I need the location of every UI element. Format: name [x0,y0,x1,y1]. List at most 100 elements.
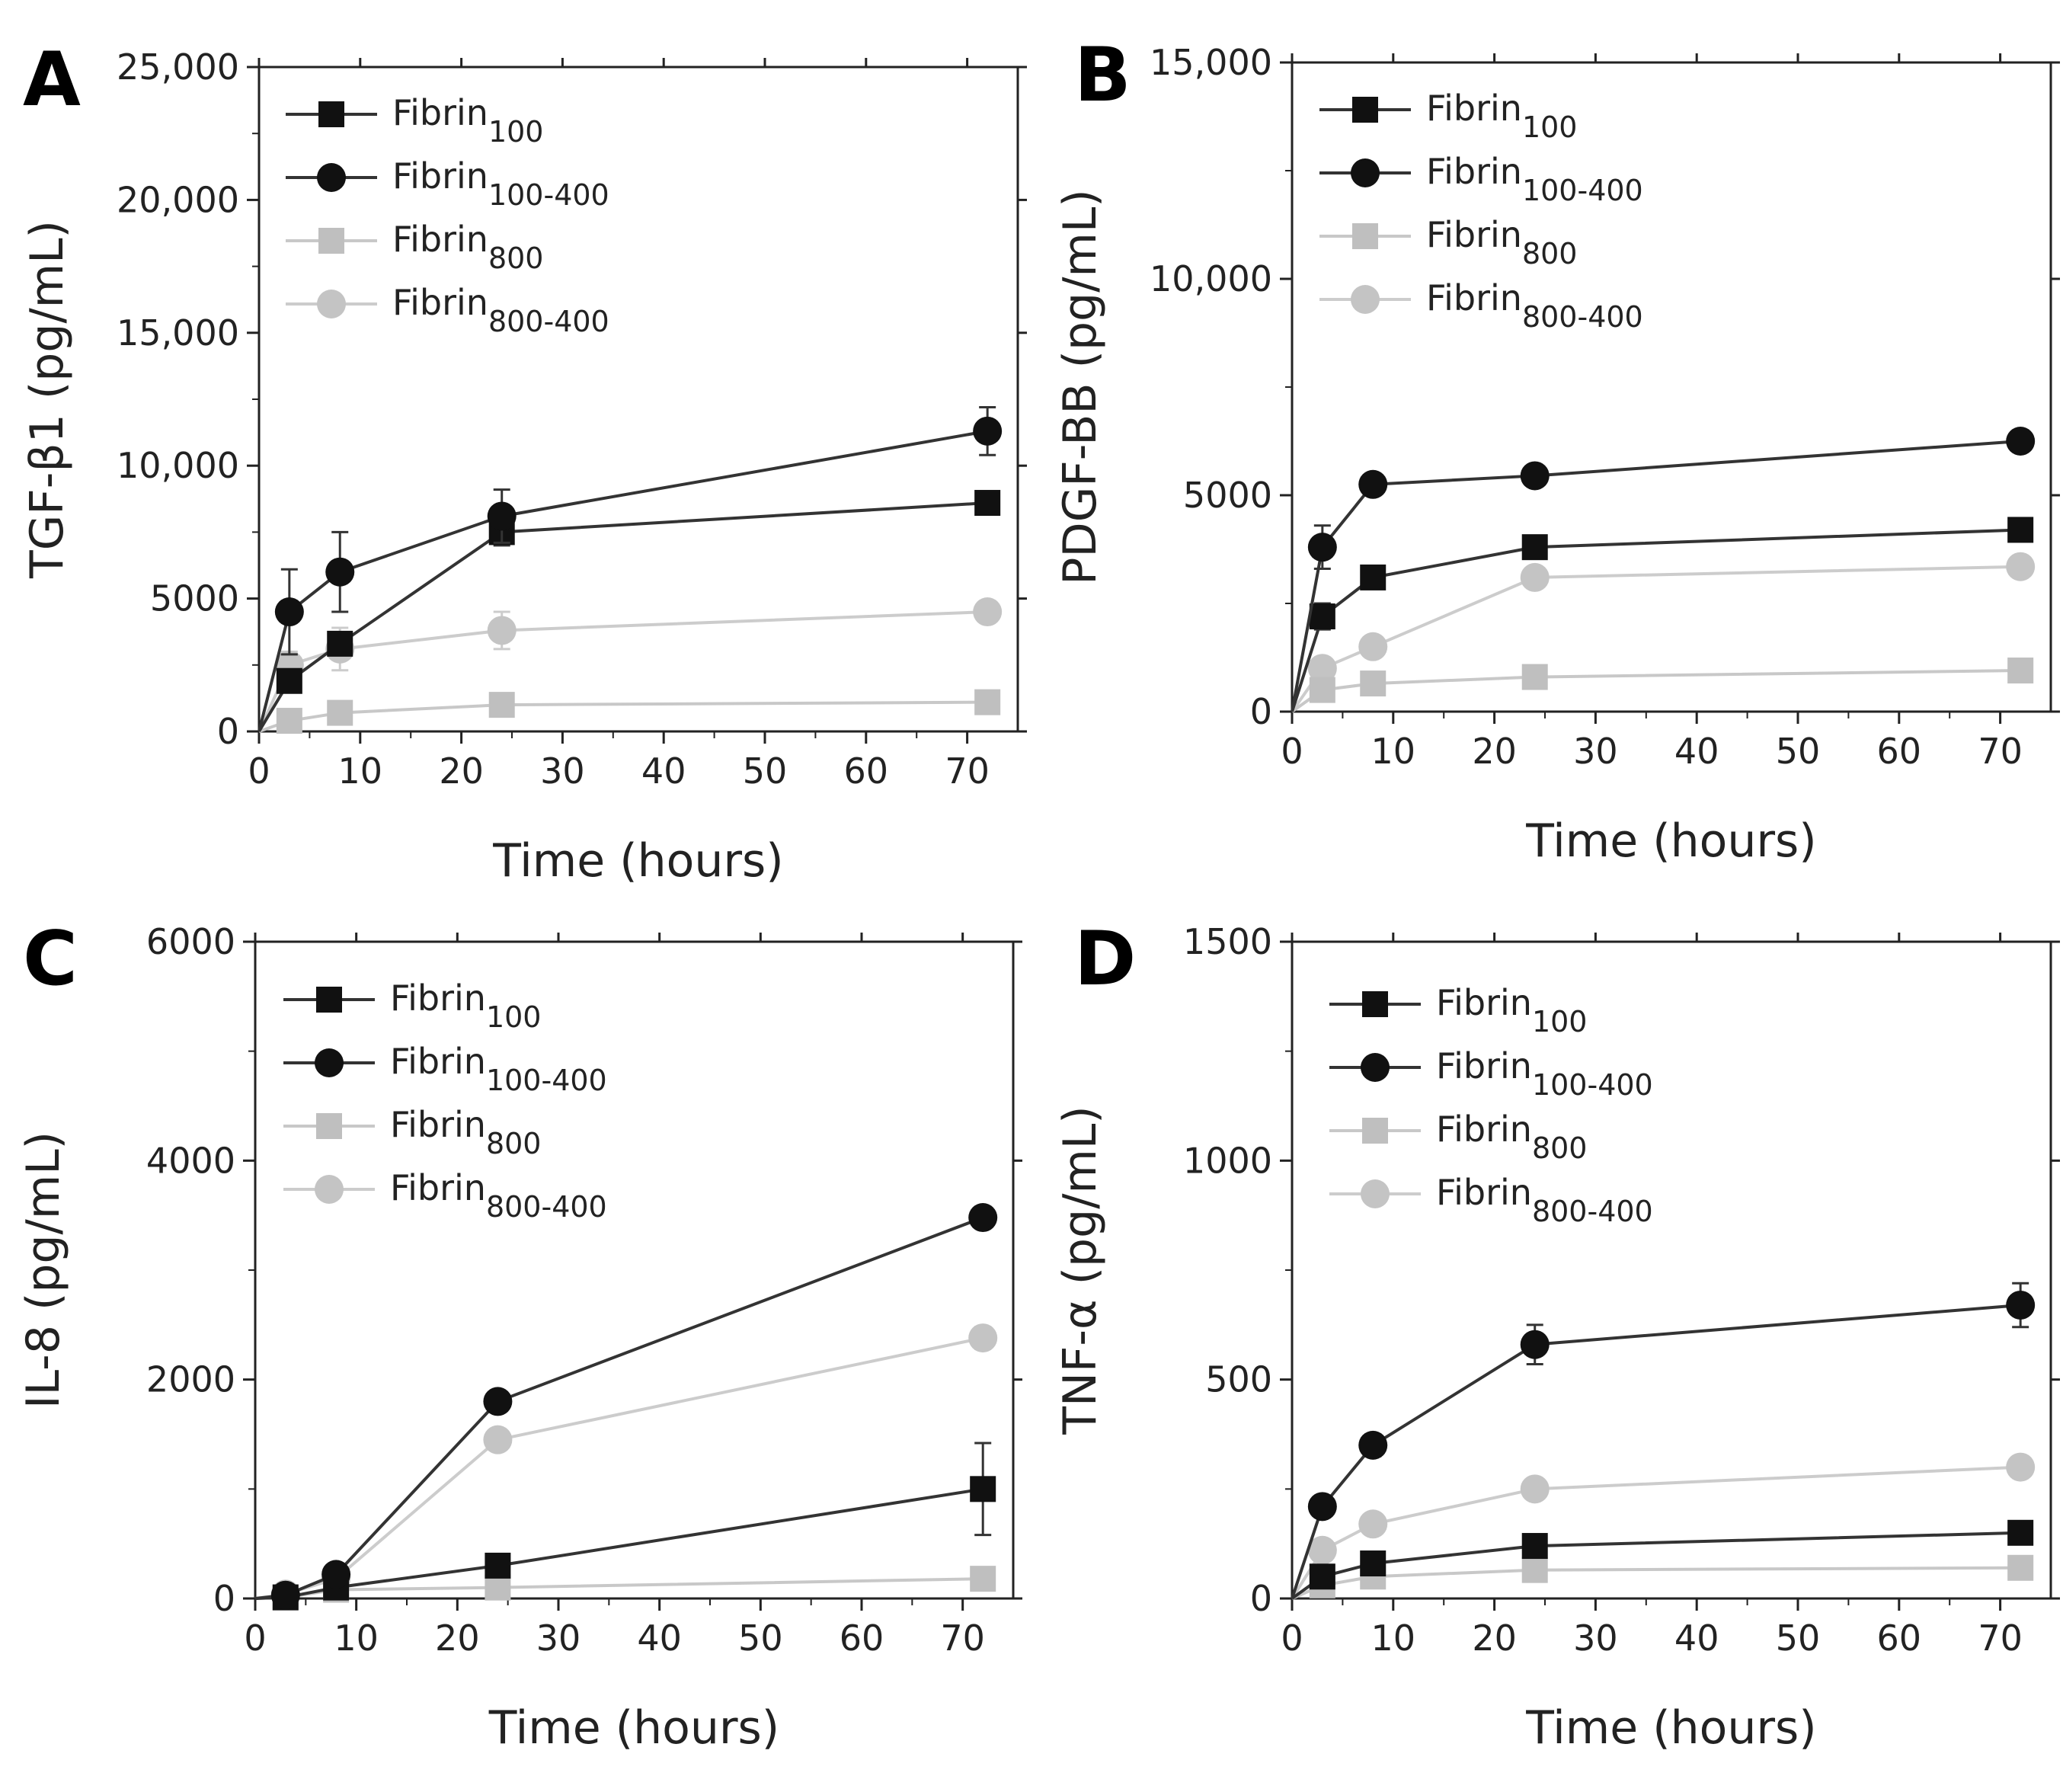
data-point [483,1387,513,1416]
data-point [968,1323,998,1353]
legend-label: Fibrin100-400 [1436,1045,1653,1102]
series-1 [257,405,1003,732]
x-tick-label: 50 [738,1618,783,1659]
data-point [974,490,1001,517]
legend-label-subscript: 100-400 [488,178,609,212]
plot-frame [1291,940,2052,1600]
x-tick-label: 70 [945,750,990,792]
plot-frame [257,66,1019,733]
y-tick-label: 15,000 [117,312,239,354]
series-line [1291,565,2021,713]
x-tick-label: 20 [1472,1618,1517,1659]
series-line [257,429,988,732]
legend-marker [1361,1179,1390,1208]
legend-label-subscript: 100 [486,1000,542,1034]
legend-label: Fibrin100 [390,978,541,1034]
legend-label: Fibrin100-400 [390,1041,607,1097]
x-tick-label: 0 [1281,731,1303,772]
data-point [2007,517,2034,543]
series-line [257,610,988,732]
x-tick-label: 30 [1573,1618,1618,1659]
legend-label: Fibrin800-400 [390,1167,607,1224]
legend-label-subscript: 100 [488,115,544,149]
legend-label-subscript: 100 [1522,110,1578,144]
x-axis-title: Time (hours) [1525,814,1816,868]
panel-label: D [1074,916,1136,1003]
panel-c: C 0 10 20 30 40 50 60 70 0 2000 4000 6000 Time (hours… [17,916,1022,1755]
series-1 [1291,1282,2036,1599]
x-tick-label: 60 [1877,731,1922,772]
y-tick-label: 4000 [146,1140,235,1181]
legend-label-subscript: 100-400 [486,1064,607,1097]
x-tick-label: 40 [637,1618,682,1659]
legend-marker [1351,285,1380,314]
y-tick-label: 25,000 [117,46,239,88]
data-point [1309,677,1335,703]
series-line [1291,528,2021,712]
legend: Fibrin100 Fibrin100-400 Fibrin800 Fibrin800… [1329,982,1653,1228]
y-tick-label: 20,000 [117,179,239,220]
data-point [2006,1452,2036,1482]
legend: Fibrin100 Fibrin100-400 Fibrin800 Fibrin800… [286,92,609,338]
data-point [1521,534,1548,561]
x-tick-label: 10 [1371,1618,1416,1659]
y-axis-title: TNF-α (pg/mL) [1054,1106,1107,1435]
panel-b: B 0 10 20 30 40 50 60 70 0 5000 10,000 15,000 Time (h… [1054,32,2060,868]
data-point [973,597,1003,627]
legend-marker [1352,223,1378,249]
data-point [2007,1554,2034,1581]
x-tick-label: 70 [940,1618,985,1659]
series-2 [1291,658,2034,713]
series-line [1291,1303,2021,1599]
data-point [1521,1533,1548,1560]
legend-marker [317,163,346,192]
legend-label-subscript: 800-400 [1532,1195,1653,1228]
y-tick-label: 1000 [1183,1140,1272,1181]
x-tick-label: 60 [840,1618,884,1659]
x-tick-label: 50 [743,750,788,792]
series-line [1291,669,2021,713]
legend-label: Fibrin100 [392,92,543,149]
y-tick-label: 5000 [150,578,239,619]
panel-label: A [23,37,81,123]
data-point [1358,1430,1388,1460]
y-tick-label: 15,000 [1150,42,1272,83]
legend: Fibrin100 Fibrin100-400 Fibrin800 Fibrin800… [1319,88,1643,334]
legend-marker [315,1048,344,1077]
legend-label: Fibrin100 [1426,88,1577,144]
series-0 [1291,1519,2034,1600]
series-0 [1291,517,2034,712]
y-tick-label: 10,000 [1150,258,1272,299]
data-point [968,1203,998,1233]
legend-marker [315,1175,344,1204]
data-point [1358,469,1388,499]
data-point [1309,603,1335,630]
panel-a: A 0 10 20 30 40 50 60 70 0 5000 10,000 15,000 20,000 2… [21,37,1027,888]
legend-marker [316,1113,342,1139]
y-tick-label: 6000 [146,921,235,962]
data-point [1358,1509,1388,1539]
x-axis-title: Time (hours) [492,834,783,888]
legend-label-subscript: 800 [1522,237,1578,270]
series-line [254,1577,984,1600]
panel-label: C [23,916,78,1003]
data-point [1360,670,1387,697]
x-tick-label: 70 [1978,731,2023,772]
data-point [2006,427,2036,456]
series-1 [254,1203,998,1610]
data-point [276,708,302,734]
legend-label: Fibrin800-400 [1426,277,1643,334]
data-point [488,692,515,718]
series-line [1291,1531,2021,1600]
data-point [270,1580,300,1610]
data-point [327,699,353,726]
legend-marker [316,987,342,1013]
data-point [970,1566,996,1592]
data-point [1521,664,1548,690]
x-tick-label: 10 [338,750,383,792]
series-2 [258,689,1001,734]
x-tick-label: 30 [536,1618,581,1659]
legend-label-subscript: 800-400 [486,1190,607,1224]
x-tick-label: 10 [334,1618,379,1659]
data-point [2006,552,2036,581]
